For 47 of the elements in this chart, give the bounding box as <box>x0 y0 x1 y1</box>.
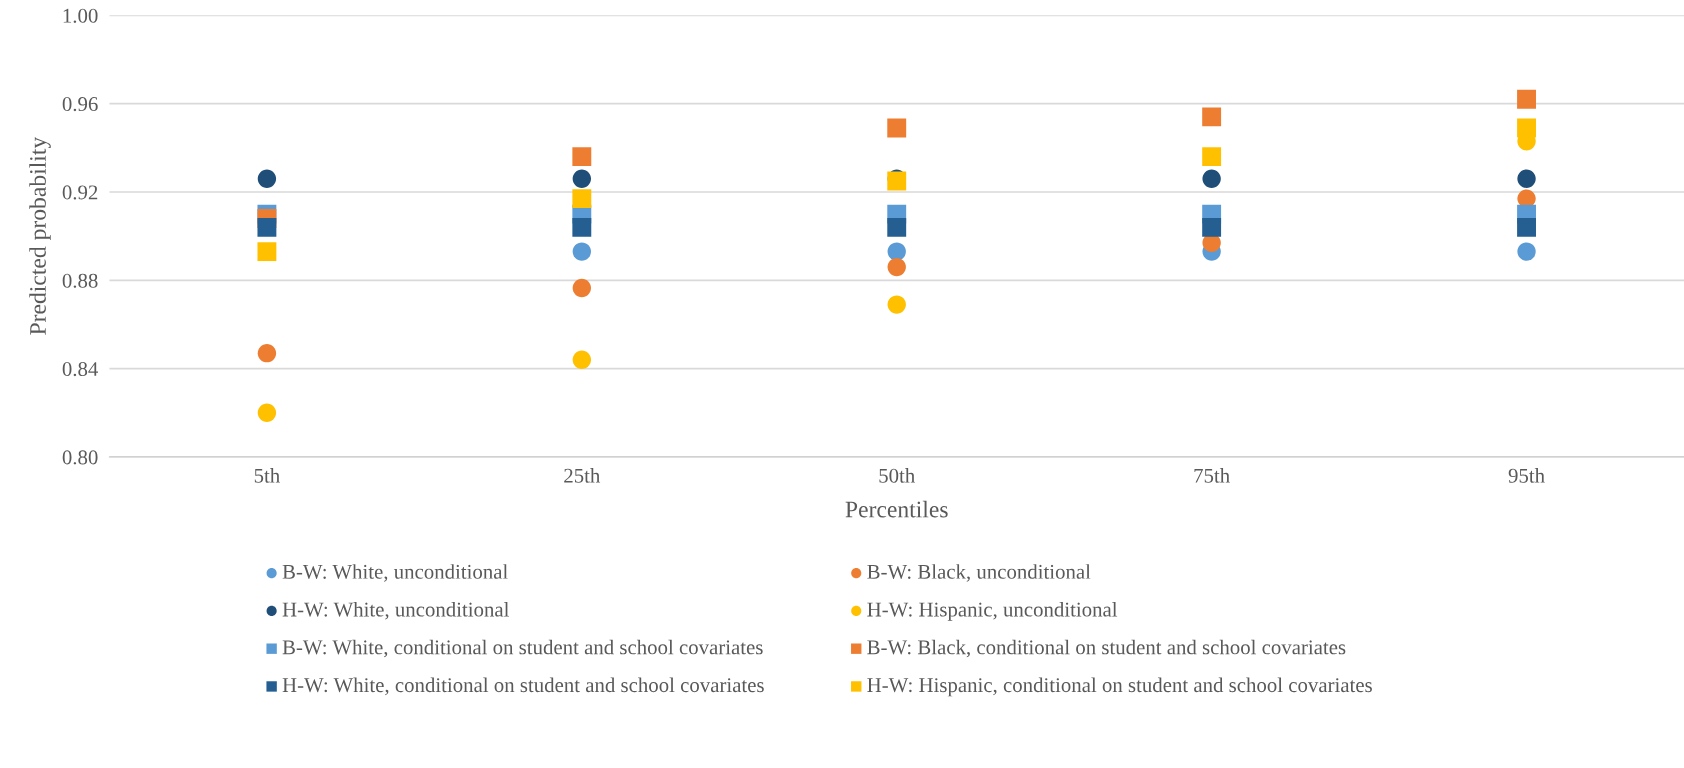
point <box>572 217 592 237</box>
point <box>572 169 592 188</box>
x-tick-label: 95th <box>1508 468 1545 483</box>
legend-label: H-W: Hispanic, unconditional <box>867 601 1118 621</box>
legend-label: B-W: Black, unconditional <box>867 564 1091 582</box>
x-tick-label: 50th <box>879 468 915 483</box>
x-tick-label: 75th <box>1194 468 1230 483</box>
legend-label: B-W: White, unconditional <box>282 564 508 582</box>
legend-label: B-W: White, conditional on student and school covariates <box>282 639 763 658</box>
point <box>1517 217 1536 237</box>
point <box>1202 169 1221 188</box>
x-tick-label: 5th <box>254 468 280 483</box>
point <box>1517 169 1536 188</box>
point <box>572 278 592 298</box>
y-tick-label: 0.92 <box>62 185 98 200</box>
point <box>572 147 592 167</box>
point <box>887 242 906 261</box>
point <box>887 217 907 237</box>
point <box>572 189 592 209</box>
point <box>572 242 592 261</box>
point <box>257 403 277 422</box>
point <box>1517 242 1536 261</box>
point <box>1202 147 1222 167</box>
x-tick-label: 25th <box>564 468 601 483</box>
legend-label: H-W: Hispanic, conditional on student and school covariates <box>867 677 1372 697</box>
point <box>1517 89 1536 109</box>
legend-label: B-W: Black, conditional on student and school covariates <box>867 639 1346 658</box>
y-tick-label: 1.00 <box>63 8 98 23</box>
legend-label: H-W: White, unconditional <box>282 601 510 620</box>
point <box>887 118 907 138</box>
point <box>572 350 592 369</box>
x-axis-title: Percentiles <box>845 500 948 518</box>
point <box>257 217 277 237</box>
y-tick-label: 0.96 <box>62 97 98 112</box>
y-axis-title: Predicted probability <box>29 136 51 335</box>
point <box>257 344 277 363</box>
point <box>1517 118 1536 138</box>
point <box>1202 217 1222 237</box>
point <box>887 257 906 277</box>
point <box>257 169 277 188</box>
point <box>257 242 277 262</box>
point <box>1202 107 1222 127</box>
y-tick-label: 0.88 <box>62 273 98 288</box>
y-tick-label: 0.84 <box>62 362 99 377</box>
legend-label: H-W: White, conditional on student and school covariates <box>282 677 764 696</box>
y-tick-label: 0.80 <box>62 450 98 465</box>
point <box>887 295 906 314</box>
